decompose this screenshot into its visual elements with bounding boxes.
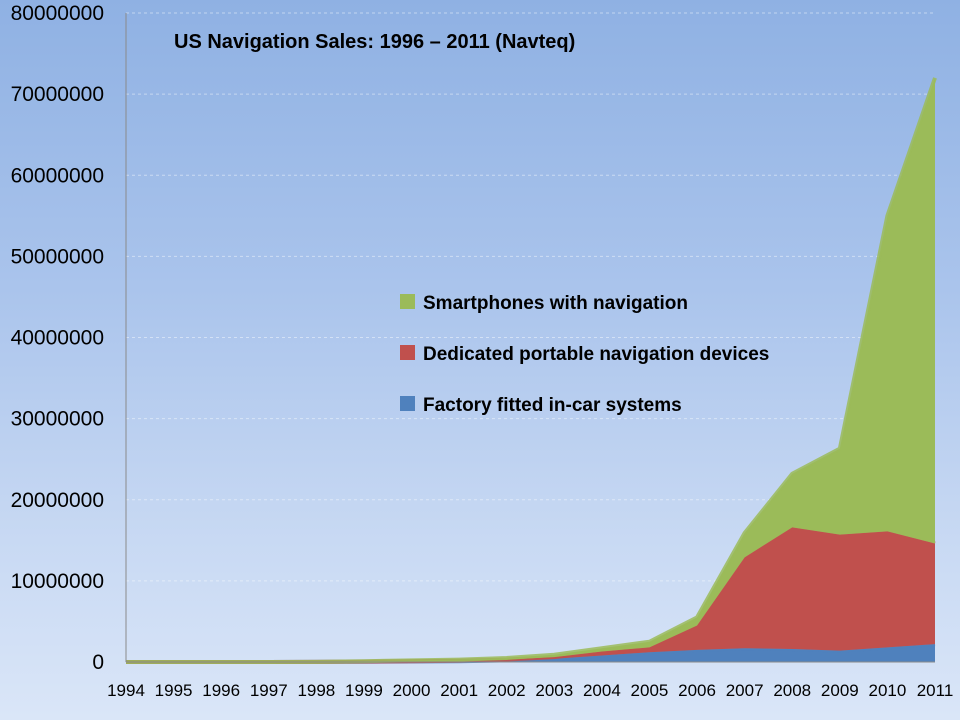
- legend-swatch: [400, 396, 415, 411]
- y-tick-label: 50000000: [11, 245, 104, 268]
- legend-swatch: [400, 294, 415, 309]
- legend-label: Factory fitted in-car systems: [423, 395, 682, 416]
- legend-label: Dedicated portable navigation devices: [423, 344, 769, 365]
- y-tick-label: 80000000: [11, 2, 104, 25]
- x-tick-label: 1997: [250, 681, 288, 700]
- x-tick-label: 2002: [488, 681, 526, 700]
- y-tick-label: 10000000: [11, 570, 104, 593]
- x-tick-label: 2008: [773, 681, 811, 700]
- legend-label: Smartphones with navigation: [423, 293, 688, 314]
- legend-swatch: [400, 345, 415, 360]
- x-tick-label: 2006: [678, 681, 716, 700]
- y-tick-labels: 0 10000000 20000000 30000000 40000000 5000000…: [11, 2, 104, 674]
- x-tick-label: 1999: [345, 681, 383, 700]
- y-tick-label: 20000000: [11, 489, 104, 512]
- y-tick-label: 40000000: [11, 327, 104, 350]
- x-tick-labels: 1994 1995 1996 1997 1998 1999 2000 2001 2002 2003…: [107, 681, 953, 700]
- x-tick-label: 2007: [726, 681, 764, 700]
- area-series-1: [126, 527, 935, 662]
- x-tick-label: 1995: [155, 681, 193, 700]
- x-tick-label: 2000: [393, 681, 431, 700]
- x-tick-label: 2004: [583, 681, 621, 700]
- chart-title: US Navigation Sales: 1996 – 2011 (Navteq…: [174, 31, 575, 53]
- x-tick-label: 2009: [821, 681, 859, 700]
- y-tick-label: 70000000: [11, 83, 104, 106]
- x-tick-label: 2010: [868, 681, 906, 700]
- y-tick-label: 30000000: [11, 408, 104, 431]
- x-tick-label: 2001: [440, 681, 478, 700]
- y-tick-label: 0: [92, 651, 104, 674]
- x-tick-label: 2011: [917, 681, 954, 700]
- x-tick-label: 2003: [535, 681, 573, 700]
- legend: Smartphones with navigation Dedicated por…: [400, 293, 769, 416]
- x-tick-label: 1998: [297, 681, 335, 700]
- x-tick-label: 1994: [107, 681, 145, 700]
- axes: [125, 13, 935, 663]
- gridlines: [126, 12, 935, 582]
- y-tick-label: 60000000: [11, 164, 104, 187]
- x-tick-label: 2005: [631, 681, 669, 700]
- stacked-areas: [125, 77, 937, 664]
- x-tick-label: 1996: [202, 681, 240, 700]
